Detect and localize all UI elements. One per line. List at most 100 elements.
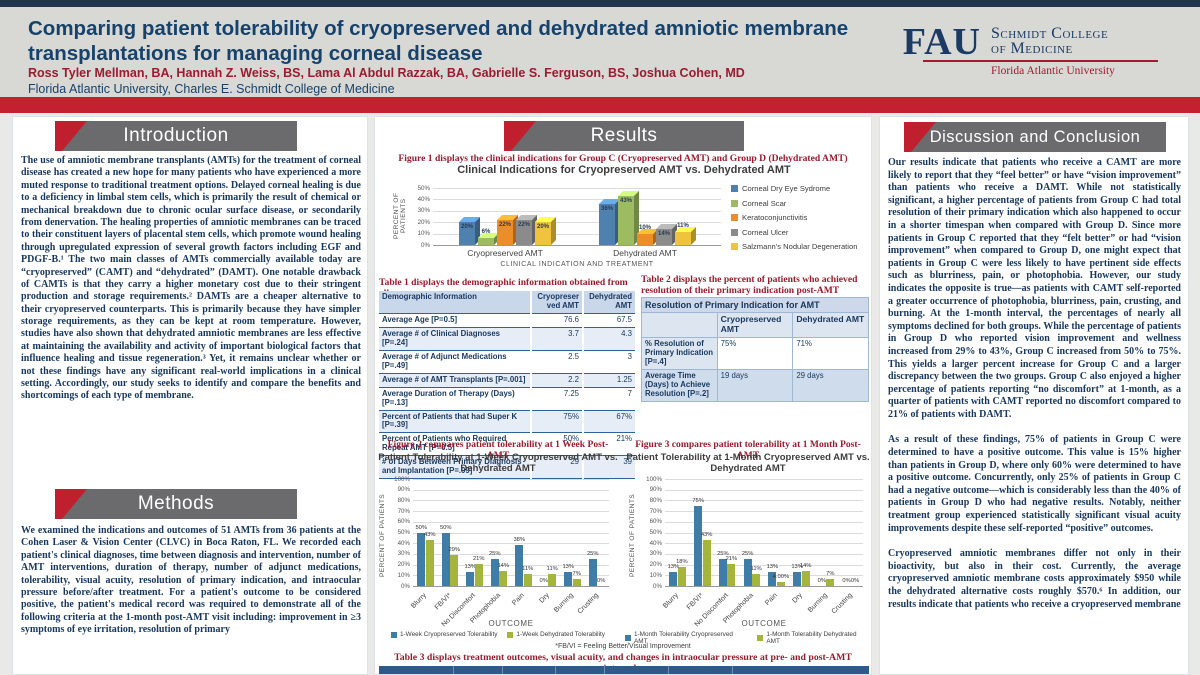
bar-value-label: 75%: [692, 497, 704, 504]
logo-text-block: Schmidt College of Medicine Florida Atla…: [923, 23, 1158, 77]
gridline: [413, 532, 609, 534]
bar: [801, 571, 810, 586]
bar-value-label: 0%: [597, 578, 606, 584]
results-section-title: Results: [590, 125, 658, 146]
legend-swatch: [731, 199, 738, 207]
legend-label: 1-Month Tolerability Cryopreserved AMT: [634, 631, 733, 645]
table1-row: Percent of Patients who Required Repeat …: [379, 432, 635, 456]
bar: [425, 540, 434, 586]
authors: Ross Tyler Mellman, BA, Hannah Z. Weiss,…: [28, 66, 745, 80]
table1-cell: Average # of Adjunct Medications [P=.49]: [382, 351, 507, 370]
table1-cell: 2.2: [530, 373, 583, 388]
table1-cell: 4.3: [582, 327, 635, 351]
bar: [441, 532, 450, 586]
bar-value-label: 13%: [464, 564, 477, 571]
figure1-plot-area: 0% 10% 20% 30% 40% 50% 20% 6% 22% 22% 20% Cryoprese…: [418, 185, 721, 258]
bar: [727, 563, 736, 586]
y-tick-label: 100%: [646, 475, 662, 483]
legend-swatch: [507, 631, 514, 638]
header-red-band: [0, 97, 1200, 113]
y-tick-label: 30%: [649, 550, 662, 558]
table1-row: Percent of Patients that had Super K [P=…: [379, 410, 635, 433]
bar: [637, 228, 658, 245]
table3-column-divider: [668, 666, 670, 674]
y-tick-label: 40%: [649, 539, 662, 547]
table1-row: Average Age [P=0.5] 76.6 67.5: [379, 313, 635, 328]
bar: [618, 190, 639, 245]
discussion-section-header: Discussion and Conclusion: [904, 122, 1166, 152]
table3-column-divider: [731, 666, 733, 674]
bar-value-label: 18%: [676, 558, 688, 565]
bar-value-label: 0%: [842, 578, 851, 584]
y-tick-label: 50%: [417, 184, 430, 192]
table1-row: # of Days Between Primary Diagnosis and …: [379, 455, 635, 479]
table1-cell: 1.25: [582, 373, 635, 388]
bar: [450, 554, 459, 586]
table2-cell: 71%: [792, 337, 869, 370]
gridline: [413, 543, 609, 545]
poster-title: Comparing patient tolerability of cryopr…: [28, 17, 849, 65]
bar-value-label: 0%: [539, 578, 548, 584]
bar-value-label: 11%: [522, 566, 534, 573]
bar: [459, 217, 480, 245]
bar-value-label: 25%: [488, 551, 501, 558]
gridline: [433, 210, 721, 212]
table2: Resolution of Primary Indication for AMT…: [641, 296, 869, 402]
fau-logo: FAU Schmidt College of Medicine Florida …: [903, 23, 1158, 77]
legend-label: Corneal Ulcer: [742, 227, 789, 237]
table1-cell: Average Duration of Therapy (Days) [P=.1…: [382, 388, 515, 407]
methods-section-header: Methods: [55, 489, 297, 519]
legend-item: Corneal Scar: [731, 199, 871, 208]
logo-divider: [923, 60, 1158, 63]
gridline: [665, 521, 863, 523]
legend-swatch: [731, 243, 738, 250]
table3-header-stub: [379, 666, 869, 674]
discussion-column: Discussion and Conclusion Our results in…: [879, 116, 1189, 675]
y-tick-label: 50%: [397, 529, 410, 536]
bar-value-label: 6%: [481, 229, 491, 236]
discussion-paragraph-1: Our results indicate that patients who r…: [888, 157, 1181, 420]
y-tick-label: 0%: [401, 582, 410, 590]
bar-value-label: 20%: [460, 224, 473, 231]
y-tick-label: 30%: [397, 550, 410, 558]
bar: [516, 214, 537, 245]
figure1-title: Clinical Indications for Cryopreserved A…: [457, 164, 791, 176]
legend-item: Salzmann's Nodular Degeneration: [731, 242, 871, 251]
legend-label: Corneal Dry Eye Sydrome: [742, 184, 831, 193]
legend-swatch: [757, 635, 764, 641]
legend-item: 1-Month Tolerability Cryopreserved AMT: [625, 631, 747, 645]
bar-value-label: 11%: [750, 566, 762, 573]
bar: [548, 574, 557, 586]
table1-row: Average # of Clinical Diagnoses [P=.24] 3…: [379, 327, 635, 351]
y-tick-label: 10%: [417, 230, 430, 238]
table2-header-cell: [641, 312, 718, 339]
table2-row: Average Time (Days) to Achieve Resolutio…: [641, 368, 869, 402]
bar: [515, 545, 524, 586]
bar-side-face: [551, 217, 556, 245]
bar-value-label: 0%: [817, 578, 827, 584]
y-tick-label: 0%: [653, 582, 662, 590]
legend-item: Keratoconjunctivitis: [731, 213, 871, 222]
gridline: [413, 479, 609, 480]
gridline: [665, 511, 863, 513]
discussion-paragraph-2: As a result of these findings, 75% of pa…: [888, 434, 1181, 534]
table1-cell: Average Age [P=0.5]: [382, 314, 458, 324]
bar-value-label: 29%: [448, 546, 461, 553]
bar-value-label: 38%: [513, 537, 526, 544]
table1-row: Average # of Adjunct Medications [P=.49]…: [379, 350, 635, 374]
table2-row: % Resolution of Primary Indication [P=.4…: [641, 337, 869, 370]
table2-title-row: Resolution of Primary Indication for AMT: [641, 296, 869, 314]
bar-value-label: 11%: [677, 223, 689, 230]
bar: [669, 572, 678, 586]
legend-item: Corneal Dry Eye Sydrome: [731, 184, 871, 193]
legend-swatch: [390, 631, 397, 638]
methods-body: We examined the indications and outcomes…: [21, 525, 361, 636]
legend-item: Corneal Ulcer: [731, 228, 871, 237]
figure2-plot-area: 0% 10% 20% 30% 40% 50% 60% 70% 80% 90% 100% 50% 43% B…: [394, 476, 609, 628]
legend-item: 1-Month Tolerability Dehydrated AMT: [757, 631, 871, 645]
bar-value-label: 25%: [741, 551, 754, 558]
y-tick-label: 30%: [417, 207, 430, 215]
legend-label: Keratoconjunctivitis: [742, 213, 808, 222]
bar-value-label: 10%: [638, 224, 651, 231]
bar-value-label: 21%: [725, 555, 738, 562]
